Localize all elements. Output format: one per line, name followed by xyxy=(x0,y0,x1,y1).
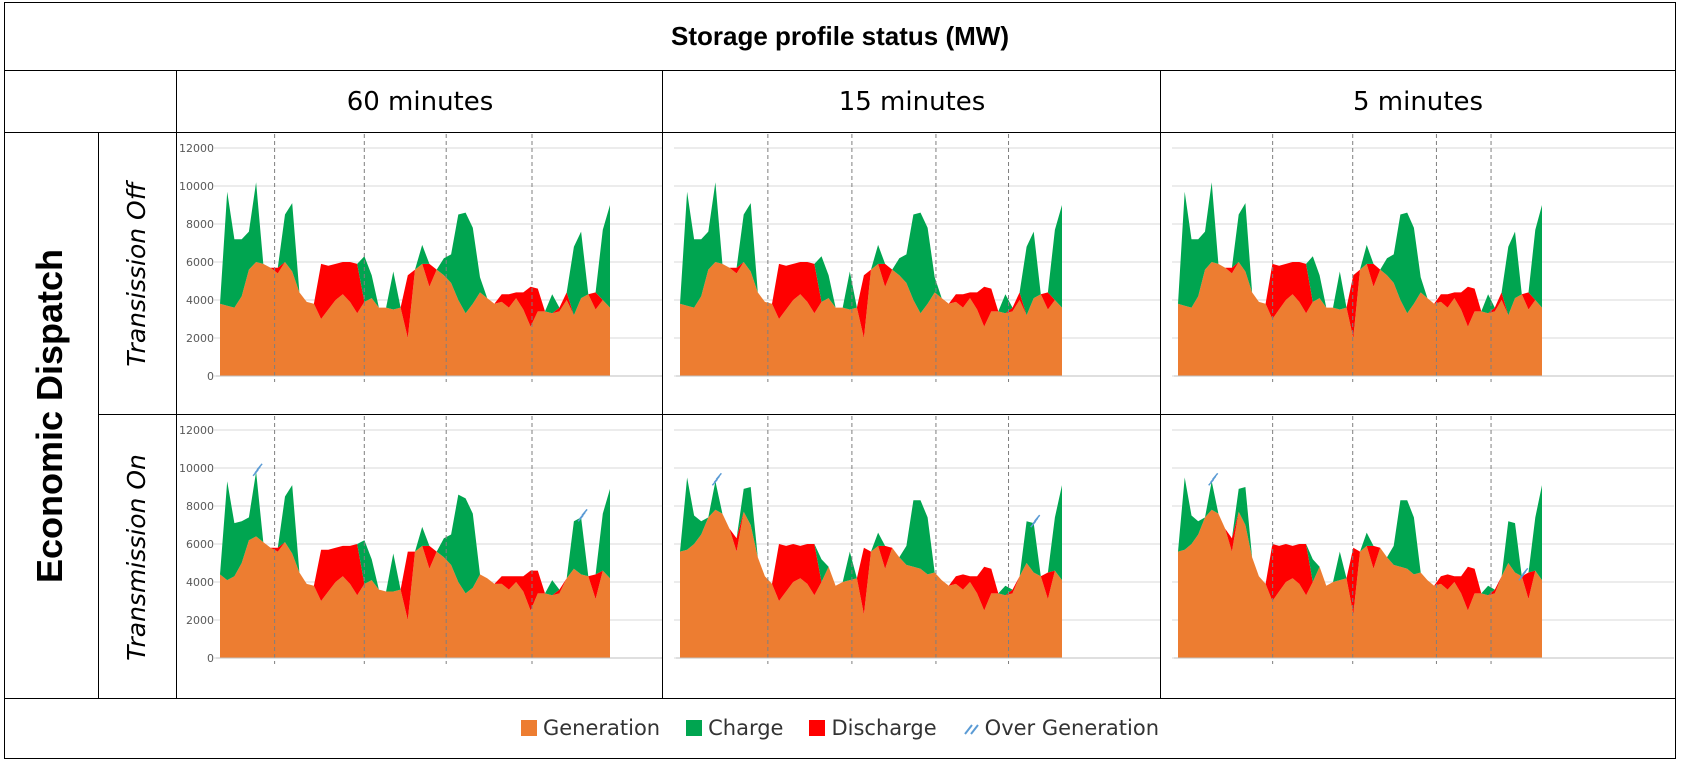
legend-charge-label: Charge xyxy=(708,716,784,740)
legend-charge: Charge xyxy=(686,716,783,740)
generation-area xyxy=(1178,262,1542,376)
y-tick-label: 2000 xyxy=(186,332,214,345)
discharge-area xyxy=(1178,262,1542,338)
chart-on-60min: 0 2000 4000 6000 8000 10000 12000 xyxy=(179,416,662,665)
over-generation-mark xyxy=(256,463,263,471)
legend-discharge-label: Discharge xyxy=(831,716,937,740)
header-divider xyxy=(4,132,1676,133)
over-generation-mark xyxy=(1212,472,1219,480)
generation-area xyxy=(220,536,610,658)
charge-area xyxy=(680,182,1062,316)
legend-generation: Generation xyxy=(520,716,661,740)
title-divider xyxy=(4,70,1676,71)
y-tick-label: 10000 xyxy=(179,462,214,475)
discharge-area xyxy=(220,262,610,338)
y-tick-label: 4000 xyxy=(186,294,214,307)
row-header-transmission-off: Transission Off xyxy=(100,134,172,414)
col-divider-2 xyxy=(1160,70,1161,698)
legend-charge-swatch xyxy=(686,720,703,736)
legend-discharge-swatch xyxy=(809,720,826,736)
header-left-divider xyxy=(176,70,177,698)
chart-off-5min xyxy=(1172,134,1674,382)
discharge-area xyxy=(1178,509,1542,615)
legend-generation-swatch xyxy=(520,720,537,736)
legend-over-generation-swatch xyxy=(963,724,979,735)
row-divider xyxy=(98,414,1676,415)
chart-on-5min xyxy=(1172,416,1674,664)
row-group-label-text: Economic Dispatch xyxy=(29,248,71,584)
generation-area xyxy=(680,509,1062,658)
table-title: Storage profile status (MW) xyxy=(670,20,1009,51)
over-generation-mark xyxy=(1522,567,1529,575)
y-tick-label: 2000 xyxy=(186,614,214,627)
y-tick-label: 0 xyxy=(207,652,214,665)
legend-divider xyxy=(4,698,1676,699)
y-tick-label: 8000 xyxy=(186,500,214,513)
y-tick-label: 12000 xyxy=(179,142,214,155)
row-header-transmission-off-text: Transission Off xyxy=(121,181,151,367)
row-header-transmission-on-text: Transmission On xyxy=(121,453,151,661)
col-divider-1 xyxy=(662,70,663,698)
table-frame xyxy=(4,2,1676,759)
charge-area xyxy=(1178,182,1542,316)
y-tick-label: 4000 xyxy=(186,576,214,589)
generation-area xyxy=(1178,509,1542,658)
chart-off-15min xyxy=(674,134,1160,382)
over-generation-mark xyxy=(1034,514,1041,522)
y-tick-label: 6000 xyxy=(186,256,214,269)
generation-area xyxy=(680,262,1062,376)
legend: Generation Charge Discharge Over Generat… xyxy=(6,702,1674,754)
row-group-divider xyxy=(98,132,99,698)
legend-over-generation-label: Over Generation xyxy=(984,716,1160,740)
discharge-area xyxy=(680,262,1062,338)
legend-over-generation: Over Generation xyxy=(963,716,1159,740)
legend-discharge: Discharge xyxy=(809,716,937,740)
y-tick-label: 12000 xyxy=(179,424,214,437)
charge-area xyxy=(220,182,610,316)
legend-generation-label: Generation xyxy=(542,716,661,740)
discharge-area xyxy=(680,509,1062,615)
column-header-15min: 15 minutes xyxy=(838,87,986,117)
y-tick-label: 10000 xyxy=(179,180,214,193)
row-header-transmission-on: Transmission On xyxy=(100,416,172,698)
generation-area xyxy=(220,262,610,376)
over-generation-mark xyxy=(715,472,722,480)
y-tick-label: 8000 xyxy=(186,218,214,231)
over-generation-mark xyxy=(581,508,588,516)
row-group-label: Economic Dispatch xyxy=(6,136,94,696)
column-header-5min: 5 minutes xyxy=(1352,87,1484,117)
chart-off-60min: 0 2000 4000 6000 8000 10000 12000 xyxy=(179,134,662,383)
column-header-60min: 60 minutes xyxy=(346,87,494,117)
y-tick-label: 0 xyxy=(207,370,214,383)
y-tick-label: 6000 xyxy=(186,538,214,551)
chart-on-15min xyxy=(674,416,1160,664)
